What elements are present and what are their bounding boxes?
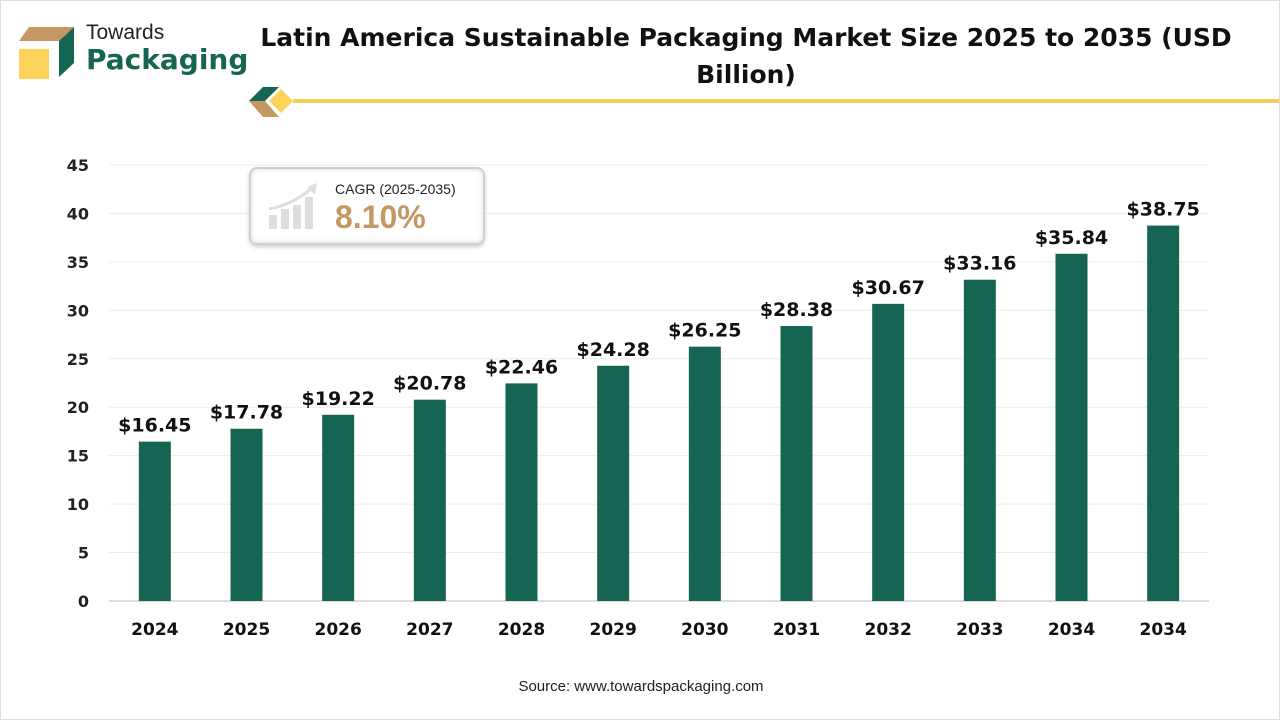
y-tick-label: 45 xyxy=(67,156,89,175)
bar xyxy=(1147,225,1180,602)
bar xyxy=(505,383,538,601)
data-label: $33.16 xyxy=(943,253,1016,275)
x-tick-label: 2029 xyxy=(590,620,637,640)
bar xyxy=(230,428,263,601)
x-tick-label: 2028 xyxy=(498,620,545,640)
x-tick-label: 2027 xyxy=(406,620,453,640)
y-tick-label: 40 xyxy=(67,204,89,223)
x-tick-label: 2025 xyxy=(223,620,270,640)
growth-chart-icon xyxy=(268,183,317,229)
x-tick-label: 2026 xyxy=(315,620,362,640)
y-tick-label: 10 xyxy=(67,495,89,514)
logo-text-towards: Towards xyxy=(86,21,165,44)
data-label: $16.45 xyxy=(118,415,191,437)
y-tick-label: 35 xyxy=(67,253,89,272)
logo-text-packaging: Packaging xyxy=(86,43,249,76)
title-divider xyxy=(249,87,1279,117)
bar xyxy=(872,303,905,601)
bar xyxy=(688,346,721,601)
chart-title: Latin America Sustainable Packaging Mark… xyxy=(260,23,1232,89)
bar xyxy=(780,326,813,601)
y-tick-label: 5 xyxy=(78,544,89,563)
y-tick-label: 20 xyxy=(67,398,89,417)
data-label: $28.38 xyxy=(760,299,833,321)
cagr-label: CAGR (2025-2035) xyxy=(335,181,456,197)
data-label: $20.78 xyxy=(393,373,466,395)
data-label: $38.75 xyxy=(1127,199,1200,221)
cagr-value: 8.10% xyxy=(335,199,426,235)
x-tick-label: 2030 xyxy=(681,620,728,640)
data-label: $19.22 xyxy=(302,388,375,410)
logo-mark-icon xyxy=(19,27,74,79)
bar xyxy=(138,441,171,601)
x-tick-label: 2031 xyxy=(773,620,820,640)
x-tick-label: 2032 xyxy=(865,620,912,640)
y-tick-label: 25 xyxy=(67,350,89,369)
data-label: $24.28 xyxy=(577,339,650,361)
bar xyxy=(322,414,355,601)
bar xyxy=(597,365,630,601)
data-label: $17.78 xyxy=(210,402,283,424)
x-tick-label: 2034 xyxy=(1048,620,1095,640)
bar xyxy=(1055,253,1088,601)
data-label: $26.25 xyxy=(668,320,741,342)
source-note: Source: www.towardspackaging.com xyxy=(518,678,764,695)
data-label: $30.67 xyxy=(852,277,925,299)
x-tick-label: 2033 xyxy=(956,620,1003,640)
data-label: $22.46 xyxy=(485,356,558,378)
y-tick-label: 30 xyxy=(67,301,89,320)
bar xyxy=(413,399,446,601)
x-tick-label: 2034 xyxy=(1140,620,1187,640)
x-tick-label: 2024 xyxy=(131,620,178,640)
y-tick-label: 0 xyxy=(78,592,89,611)
bar xyxy=(963,279,996,601)
cagr-box: CAGR (2025-2035) 8.10% xyxy=(249,167,485,245)
y-tick-label: 15 xyxy=(67,447,89,466)
data-label: $35.84 xyxy=(1035,227,1108,249)
